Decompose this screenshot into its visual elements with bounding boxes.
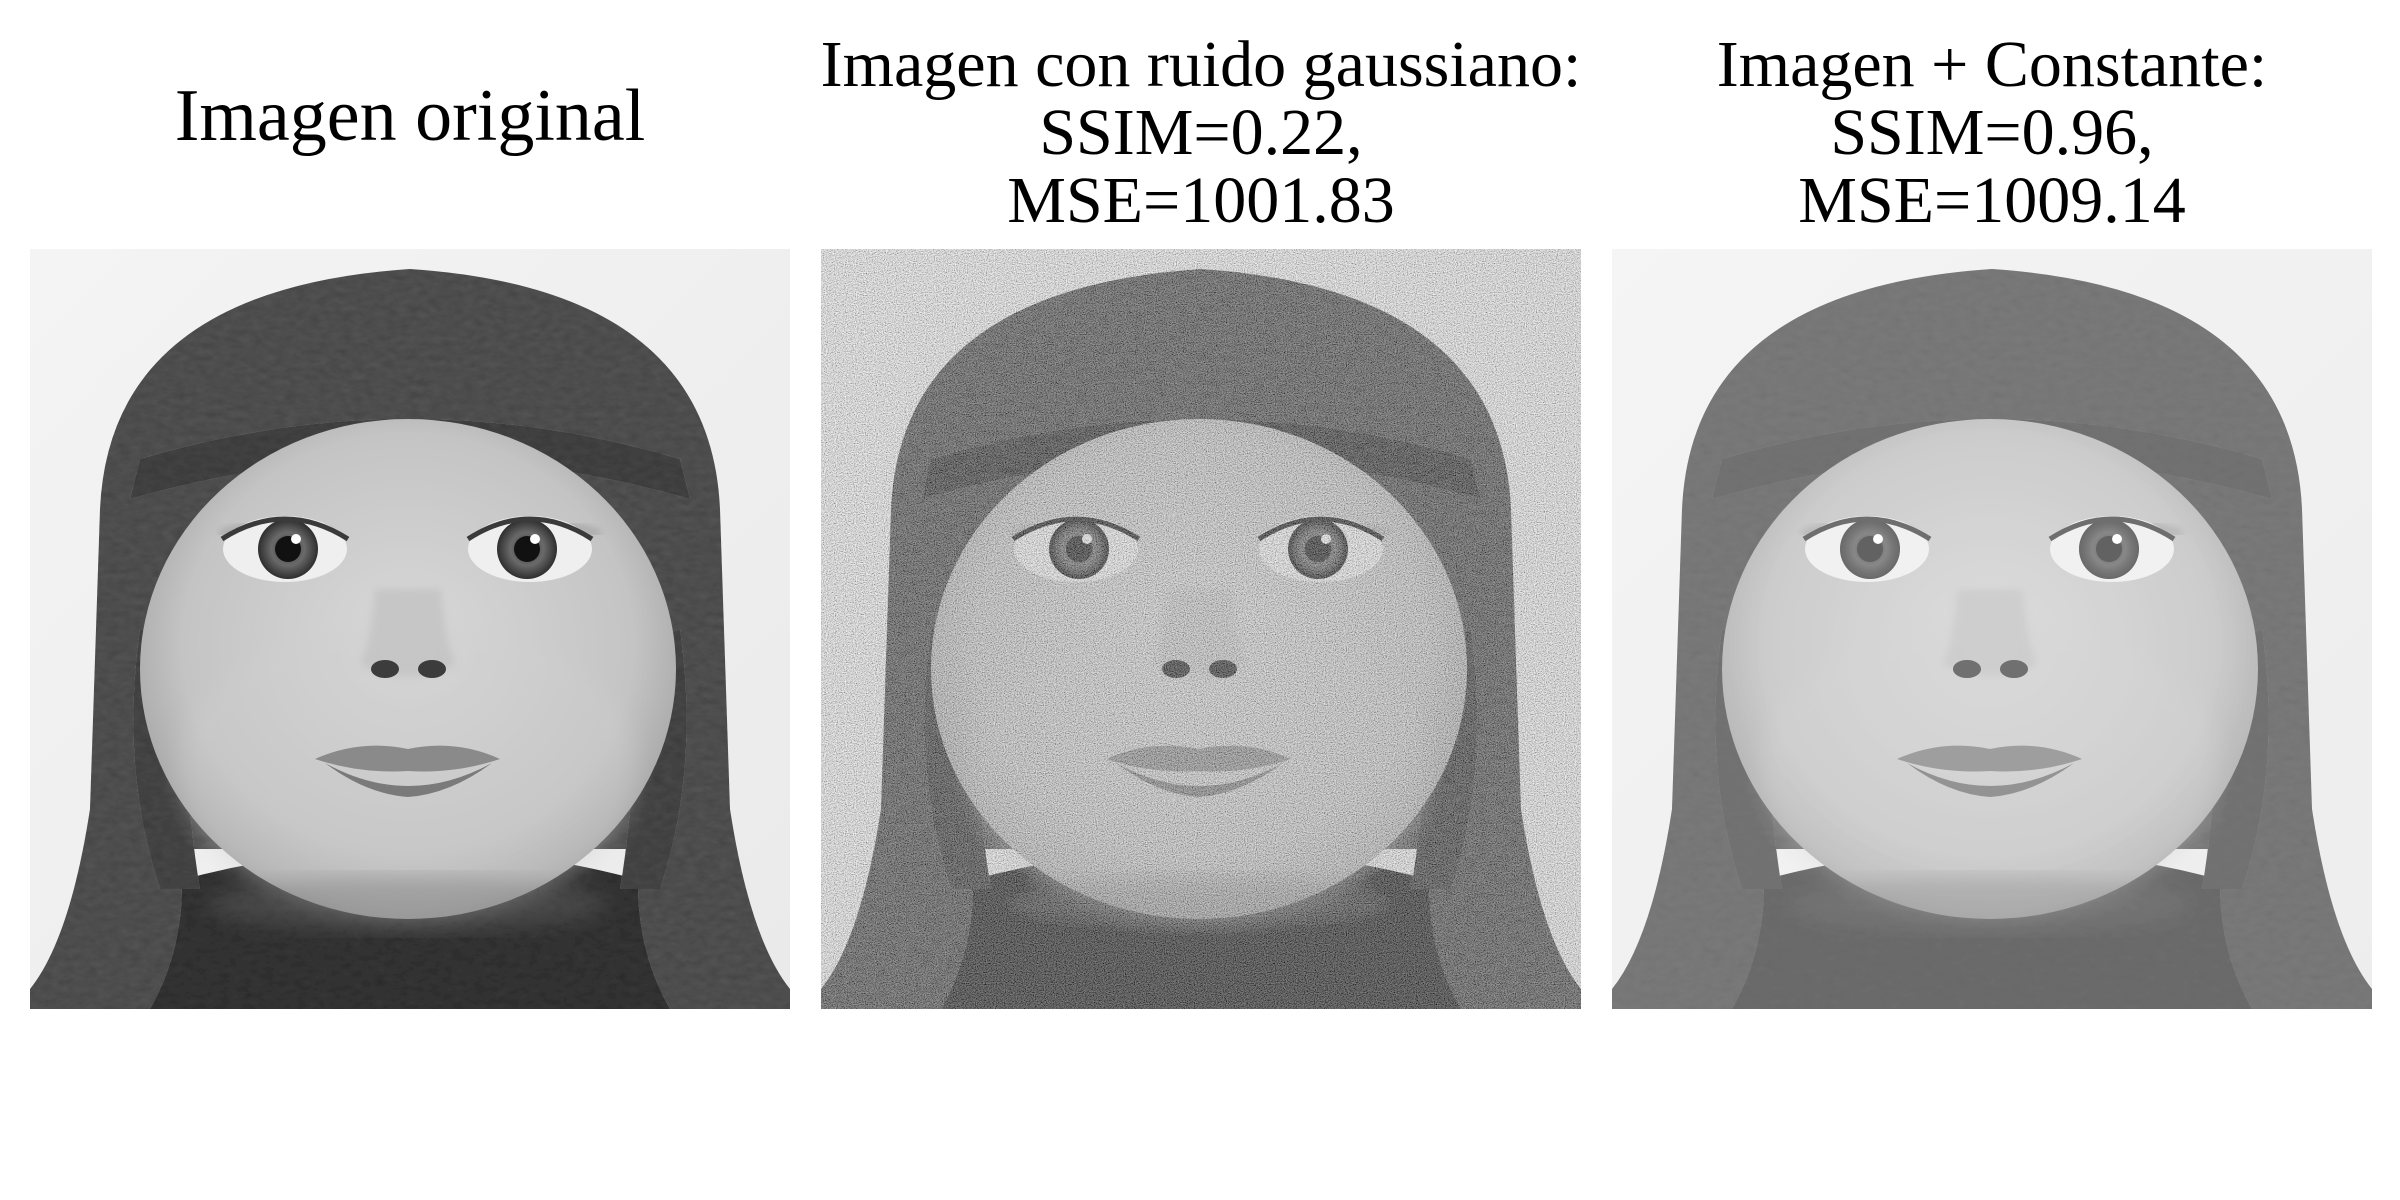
- panel-original-image: Imagen original: [30, 0, 790, 1010]
- mse-value-line: MSE=1001.83: [1007, 164, 1395, 237]
- title-line: Imagen original: [174, 75, 646, 157]
- title-line: Imagen + Constante:: [1716, 28, 2268, 101]
- panel-title-original: Imagen original: [15, 75, 805, 157]
- title-line: Imagen con ruido gaussiano:: [820, 28, 1582, 101]
- panel-title-constant: Imagen + Constante: SSIM=0.96, MSE=1009.…: [1597, 31, 2387, 235]
- panel-noise-image: Imagen con ruido gaussiano: SSIM=0.22, M…: [821, 0, 1581, 1010]
- ssim-value-line: SSIM=0.22,: [1039, 96, 1363, 169]
- panel-title-noise: Imagen con ruido gaussiano: SSIM=0.22, M…: [806, 31, 1596, 235]
- baby-photo-noisy: [821, 249, 1581, 1009]
- panel-constant-image: Imagen + Constante: SSIM=0.96, MSE=1009.…: [1612, 0, 2372, 1010]
- ssim-value-line: SSIM=0.96,: [1830, 96, 2154, 169]
- mse-value-line: MSE=1009.14: [1798, 164, 2186, 237]
- baby-photo-brightened: [1612, 249, 2372, 1009]
- baby-photo-original: [30, 249, 790, 1009]
